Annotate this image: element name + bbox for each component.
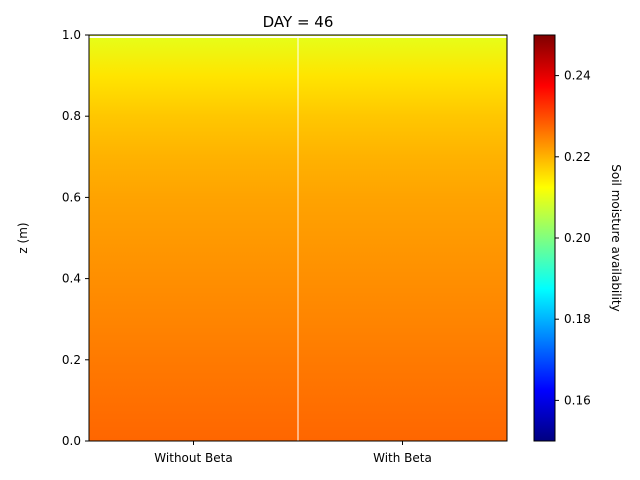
x-axis: Without Beta With Beta xyxy=(154,441,432,465)
x-tick-label: With Beta xyxy=(373,451,432,465)
y-tick-label: 0.4 xyxy=(62,272,81,286)
chart-title: DAY = 46 xyxy=(263,13,334,31)
plot-frame xyxy=(88,34,508,442)
y-tick-label: 0.6 xyxy=(62,190,81,204)
colorbar-bar xyxy=(533,34,556,442)
y-tick-label: 0.8 xyxy=(62,109,81,123)
colorbar-label: Soil moisture availability xyxy=(609,164,623,312)
heatmap-panels xyxy=(88,34,508,442)
x-tick-label: Without Beta xyxy=(154,451,232,465)
colorbar: 0.16 0.18 0.20 0.22 0.24 xyxy=(533,34,591,442)
y-axis: 0.0 0.2 0.4 0.6 0.8 1.0 xyxy=(62,28,89,448)
colorbar-tick-label: 0.24 xyxy=(564,69,591,83)
colorbar-tick-label: 0.22 xyxy=(564,150,591,164)
colorbar-tick-label: 0.16 xyxy=(564,393,591,407)
heatmap-cell-0 xyxy=(89,35,298,441)
y-tick-label: 0.2 xyxy=(62,353,81,367)
colorbar-tick-label: 0.18 xyxy=(564,312,591,326)
heatmap-cell-1 xyxy=(298,35,507,441)
y-tick-label: 0.0 xyxy=(62,434,81,448)
y-axis-label: z (m) xyxy=(16,222,30,253)
y-tick-label: 1.0 xyxy=(62,28,81,42)
colorbar-tick-label: 0.20 xyxy=(564,231,591,245)
